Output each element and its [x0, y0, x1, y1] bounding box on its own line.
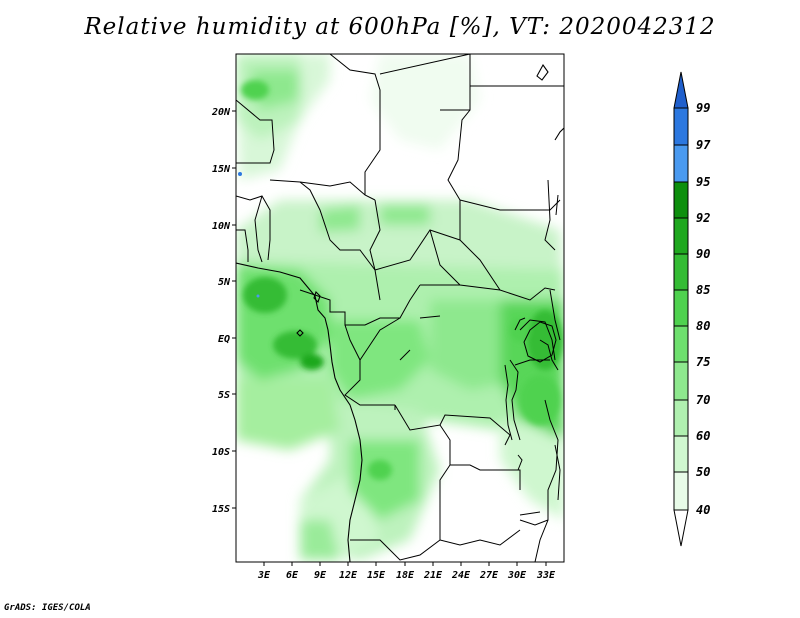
colorbar-segment: [673, 399, 689, 437]
humidity-field: [236, 54, 564, 562]
lon-label: 27E: [479, 570, 499, 581]
colorbar-label: 99: [696, 101, 710, 115]
lon-label: 24E: [451, 570, 471, 581]
colorbar-label: 85: [696, 283, 710, 297]
colorbar: 99 97 95 92 90 85 80 75 70 60 50 40: [673, 71, 711, 547]
colorbar-label: 40: [696, 503, 710, 517]
lon-label: 18E: [396, 570, 415, 581]
lat-label: EQ: [218, 334, 230, 345]
lon-label: 9E: [314, 570, 327, 581]
chart-title: Relative humidity at 600hPa [%], VT: 202…: [84, 14, 716, 40]
lat-labels: 20N 15N 10N 5N EQ 5S 10S 15S: [211, 107, 231, 515]
colorbar-segment: [673, 471, 689, 511]
colorbar-segment: [673, 144, 689, 183]
colorbar-label: 97: [696, 138, 711, 152]
lat-label: 10N: [212, 221, 231, 232]
lat-label: 20N: [211, 107, 231, 118]
colorbar-segment: [673, 253, 689, 291]
colorbar-segment: [673, 289, 689, 327]
lon-label: 12E: [339, 570, 358, 581]
grads-credit: GrADS: IGES/COLA: [4, 603, 91, 613]
lon-ticks: [263, 562, 547, 566]
colorbar-label: 60: [696, 429, 710, 443]
colorbar-segment: [673, 361, 689, 401]
lon-label: 3E: [257, 570, 271, 581]
country-borders: [236, 54, 564, 562]
lon-labels: 3E 6E 9E 12E 15E 18E 21E 24E 27E 30E 33E: [257, 570, 556, 581]
coastline: [236, 63, 564, 562]
lon-label: 15E: [367, 570, 386, 581]
colorbar-segment: [673, 217, 689, 255]
colorbar-segment: [673, 509, 689, 547]
colorbar-label: 70: [696, 393, 710, 407]
colorbar-label: 95: [696, 175, 710, 189]
colorbar-segment: [673, 107, 689, 146]
colorbar-label: 92: [696, 211, 710, 225]
lon-label: 30E: [507, 570, 527, 581]
great-lakes: [399, 315, 559, 516]
lat-label: 5N: [218, 277, 231, 288]
lon-label: 21E: [423, 570, 443, 581]
colorbar-label: 90: [696, 247, 710, 261]
lon-label: 33E: [536, 570, 556, 581]
lat-ticks: [232, 110, 236, 509]
colorbar-segment: [673, 325, 689, 363]
lat-label: 15S: [212, 504, 230, 515]
lon-label: 6E: [286, 570, 299, 581]
colorbar-segment: [673, 71, 689, 109]
lat-label: 15N: [212, 164, 231, 175]
colorbar-label: 80: [696, 319, 710, 333]
colorbar-segment: [673, 435, 689, 473]
colorbar-label: 75: [696, 355, 710, 369]
lat-label: 10S: [212, 447, 230, 458]
lat-label: 5S: [218, 390, 230, 401]
map-frame: [235, 53, 565, 563]
colorbar-label: 50: [696, 465, 710, 479]
colorbar-segment: [673, 181, 689, 219]
